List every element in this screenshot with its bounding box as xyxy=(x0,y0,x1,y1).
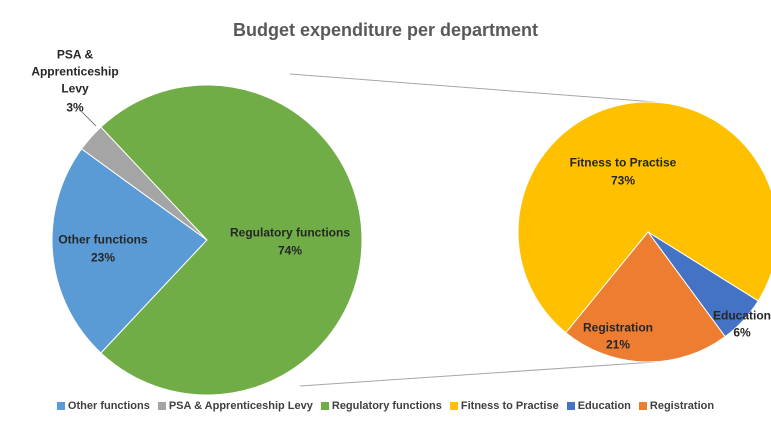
legend-label: Fitness to Practise xyxy=(460,400,559,412)
legend-label: Registration xyxy=(649,400,715,412)
pie-slice xyxy=(565,231,726,363)
pie-slice xyxy=(51,148,208,354)
pie-slice xyxy=(517,101,771,334)
value-label: 23% xyxy=(90,250,116,265)
legend-item: Education xyxy=(566,400,631,412)
legend-item: Regulatory functions xyxy=(320,400,442,412)
value-label: 73% xyxy=(610,173,636,188)
legend: Other functions PSA & Apprenticeship Levy… xyxy=(0,400,771,412)
category-label: Other functions xyxy=(58,232,148,247)
legend-label: Regulatory functions xyxy=(331,400,442,412)
category-label: Regulatory functions xyxy=(229,225,350,240)
legend-item: PSA & Apprenticeship Levy xyxy=(157,400,313,412)
legend-swatch xyxy=(449,402,458,410)
legend-swatch xyxy=(157,402,166,410)
connector xyxy=(289,73,656,103)
legend-label: Education xyxy=(577,400,631,412)
category-label: PSA & Apprenticeship Levy xyxy=(31,47,119,96)
category-label: Registration xyxy=(582,320,653,335)
legend-swatch xyxy=(56,402,65,410)
legend-swatch xyxy=(320,402,329,410)
category-label: Education xyxy=(712,308,771,323)
value-label: 3% xyxy=(66,100,84,115)
legend-label: PSA & Apprenticeship Levy xyxy=(168,400,313,412)
category-label: Fitness to Practise xyxy=(569,155,677,170)
value-label: 74% xyxy=(277,243,303,258)
connector xyxy=(299,361,656,387)
legend-item: Registration xyxy=(638,400,715,412)
legend-label: Other functions xyxy=(67,400,150,412)
legend-item: Fitness to Practise xyxy=(449,400,559,412)
value-label: 6% xyxy=(733,325,751,340)
value-label: 21% xyxy=(605,337,631,352)
chart-title: Budget expenditure per department xyxy=(232,20,539,40)
pie-slice xyxy=(100,84,363,396)
legend-item: Other functions xyxy=(56,400,150,412)
legend-swatch xyxy=(566,402,575,410)
leader-line xyxy=(81,111,97,127)
legend-swatch xyxy=(638,402,647,410)
